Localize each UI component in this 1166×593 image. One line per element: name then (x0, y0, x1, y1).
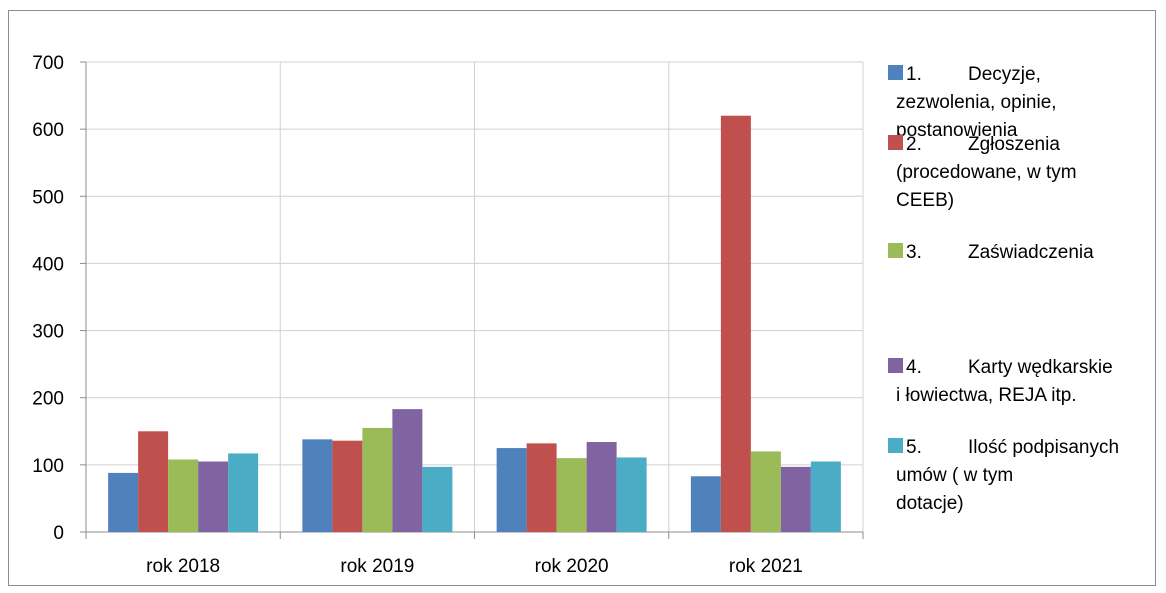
legend: 1. Decyzje, zezwolenia, opinie, postanowien… (888, 64, 1119, 514)
bar-series-5-rok-2021 (810, 461, 841, 532)
bar-series-3-rok-2018 (168, 459, 199, 532)
legend-item-3: 3. Zaświadczenia (888, 242, 1094, 263)
y-tick-label: 0 (53, 523, 64, 544)
bar-series-3-rok-2020 (556, 458, 587, 532)
legend-number: 1. (906, 64, 922, 85)
legend-item-1: 1. Decyzje, zezwolenia, opinie, postanowien… (888, 64, 1057, 141)
bar-series-2-rok-2018 (138, 431, 169, 532)
bar-series-5-rok-2018 (228, 453, 259, 532)
x-tick-label: rok 2019 (340, 556, 414, 577)
legend-swatch (888, 65, 903, 80)
bar-series-4-rok-2021 (780, 466, 811, 532)
bar-series-1-rok-2020 (496, 448, 527, 532)
y-tick-label: 100 (32, 456, 64, 477)
legend-label-line: Zgłoszenia (968, 134, 1060, 155)
legend-label-line: postanowienia (896, 120, 1018, 141)
bar-layer (108, 115, 841, 532)
x-tick-label: rok 2020 (535, 556, 609, 577)
legend-number: 4. (906, 357, 922, 378)
bar-series-3-rok-2019 (362, 427, 393, 532)
y-tick-label: 200 (32, 389, 64, 410)
legend-swatch (888, 438, 903, 453)
bar-series-3-rok-2021 (750, 451, 781, 532)
bar-series-2-rok-2020 (526, 443, 557, 532)
legend-label-line: dotacje) (896, 493, 964, 514)
legend-swatch (888, 358, 903, 373)
bar-series-1-rok-2019 (302, 439, 333, 532)
legend-item-2: 2. Zgłoszenia (procedowane, w tym CEEB) (888, 134, 1077, 211)
legend-number: 3. (906, 242, 922, 263)
bar-series-4-rok-2018 (198, 461, 229, 532)
legend-item-4: 4. Karty wędkarskie i łowiectwa, REJA itp. (888, 357, 1113, 406)
y-tick-label: 400 (32, 254, 64, 275)
legend-swatch (888, 135, 903, 150)
bar-series-5-rok-2020 (616, 457, 647, 532)
legend-item-5: 5. Ilość podpisanych umów ( w tym dotacje) (888, 437, 1119, 514)
bar-series-5-rok-2019 (422, 466, 453, 532)
legend-label-line: Karty wędkarskie (968, 357, 1113, 378)
bar-series-1-rok-2021 (690, 476, 721, 532)
y-tick-label: 500 (32, 187, 64, 208)
x-tick-label: rok 2018 (146, 556, 220, 577)
bar-series-2-rok-2021 (720, 115, 751, 532)
legend-label-line: i łowiectwa, REJA itp. (896, 385, 1077, 406)
legend-label-line: zezwolenia, opinie, (896, 92, 1057, 113)
legend-label-line: Zaświadczenia (968, 242, 1094, 263)
legend-label-line: Ilość podpisanych (968, 437, 1119, 458)
y-tick-label: 600 (32, 120, 64, 141)
x-tick-label: rok 2021 (729, 556, 803, 577)
legend-label-line: umów ( w tym (896, 465, 1013, 486)
bar-series-4-rok-2019 (392, 409, 423, 532)
legend-swatch (888, 243, 903, 258)
y-tick-label: 700 (32, 53, 64, 74)
bar-series-2-rok-2019 (332, 440, 363, 532)
legend-label-line: CEEB) (896, 190, 954, 211)
legend-label-line: (procedowane, w tym (896, 162, 1077, 183)
legend-label-line: Decyzje, (968, 64, 1041, 85)
y-tick-label: 300 (32, 322, 64, 343)
label-layer: 0 100 200 300 400 500 600 700 rok 2018 rok 2019 ro… (32, 53, 803, 577)
bar-series-1-rok-2018 (108, 472, 139, 532)
legend-number: 2. (906, 134, 922, 155)
legend-number: 5. (906, 437, 922, 458)
bar-series-4-rok-2020 (586, 442, 617, 532)
